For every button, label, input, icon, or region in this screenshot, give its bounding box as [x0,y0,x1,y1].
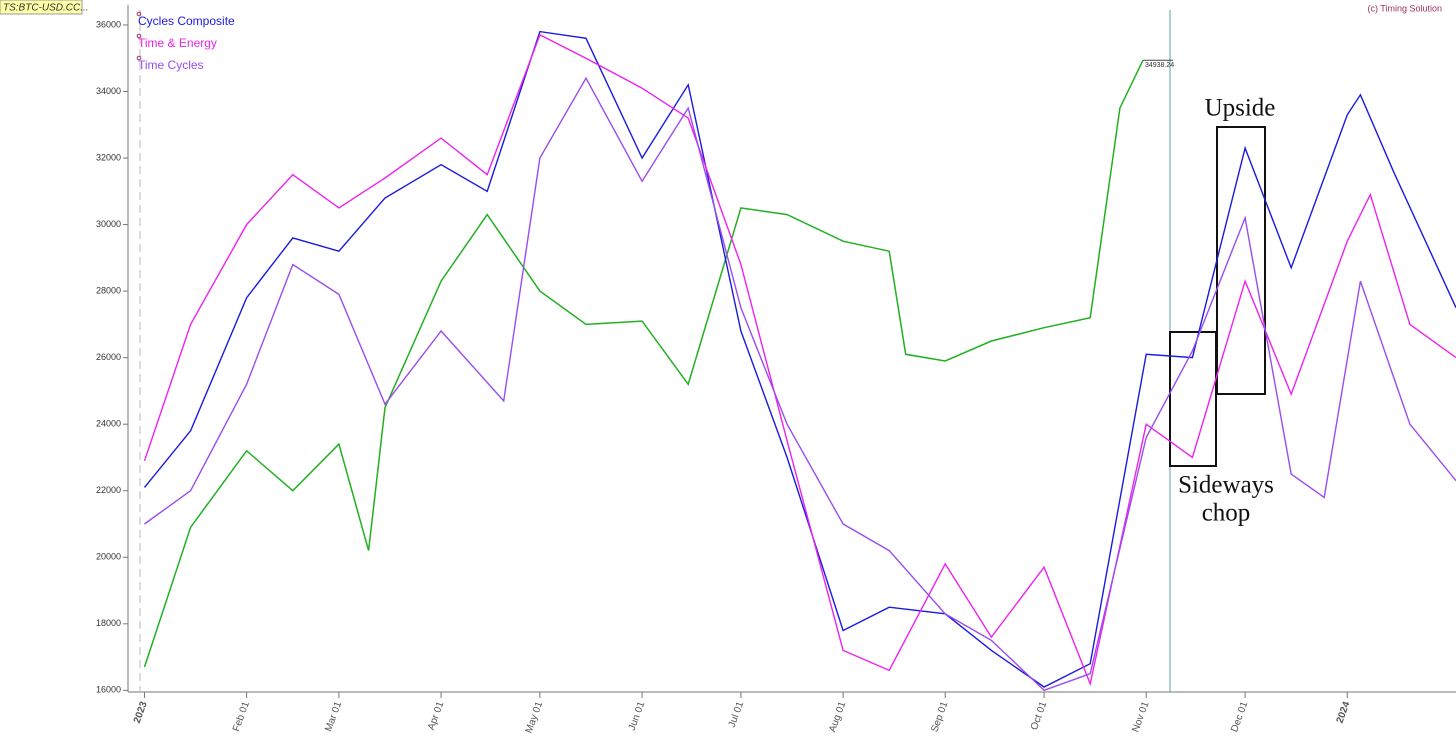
y-tick-label: 34000 [96,86,121,96]
legend-marker [136,11,142,17]
y-tick-label: 16000 [96,685,121,695]
legend-marker [136,33,142,39]
legend-label: Time Cycles [138,58,204,72]
sideways-box [1169,331,1217,467]
y-tick-label: 32000 [96,152,121,162]
legend-label: Time & Energy [138,36,217,50]
y-tick-label: 26000 [96,352,121,362]
y-tick-label: 30000 [96,219,121,229]
credit: (c) Timing Solution [1367,3,1442,13]
last-price-label: 34938.24 [1145,62,1174,69]
y-tick-label: 18000 [96,618,121,628]
annotation: Upside [1205,95,1276,122]
series-line [143,33,1456,687]
y-tick-label: 20000 [96,552,121,562]
legend-marker [136,55,142,61]
y-tick-label: 36000 [96,19,121,29]
y-tick-label: 22000 [96,485,121,495]
symbol-box [0,0,83,15]
series-line [144,76,1456,692]
y-tick-label: 28000 [96,285,121,295]
legend-label: Cycles Composite [138,14,235,28]
annotation: Sideways [1178,472,1274,499]
annotation: chop [1202,500,1251,527]
price-line [143,59,1144,668]
y-tick-label: 24000 [96,419,121,429]
symbol: TS:BTC-USD.CC... [3,3,89,14]
